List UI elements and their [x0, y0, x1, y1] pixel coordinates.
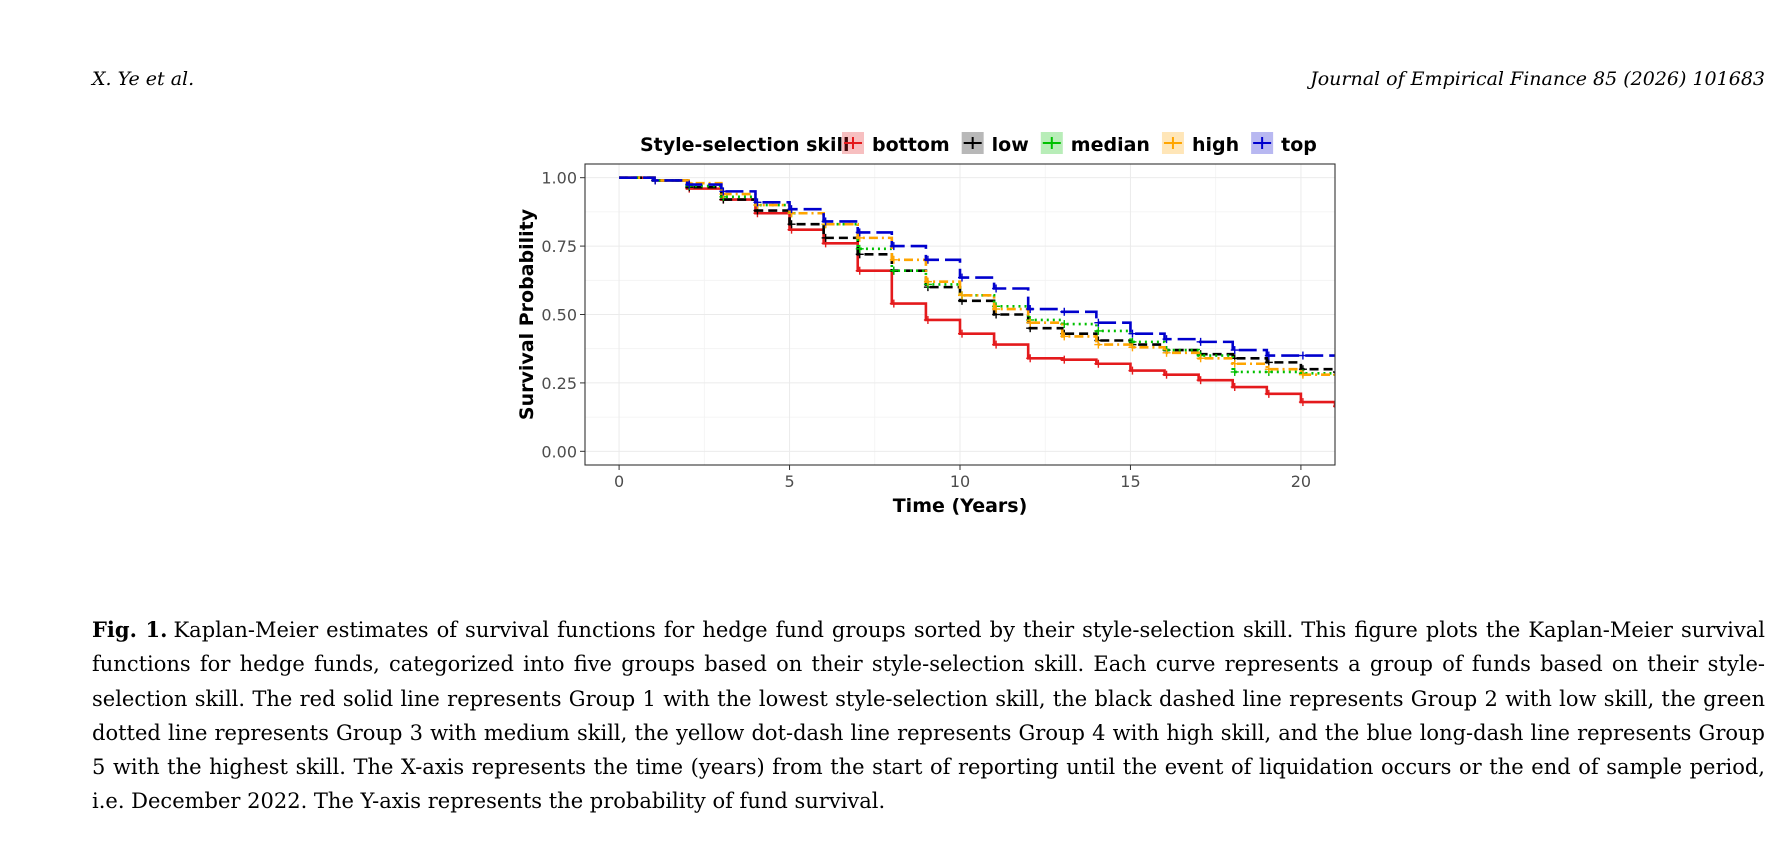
legend-title: Style-selection skill [640, 134, 850, 156]
x-tick-label: 15 [1120, 472, 1140, 491]
axes: 0 5 10 15 20 0.00 0.25 0.50 0.75 1.00 Time (Years)… [516, 169, 1311, 517]
caption-label: Fig. 1. [92, 617, 168, 642]
plot-area [584, 163, 1336, 466]
y-axis-title: Survival Probability [516, 208, 538, 420]
x-axis-title: Time (Years) [893, 495, 1028, 517]
x-tick-label: 20 [1291, 472, 1311, 491]
y-tick-label: 0.75 [541, 237, 577, 256]
legend-label-high: high [1192, 134, 1239, 156]
legend-label-median: median [1071, 134, 1150, 156]
x-tick-label: 10 [950, 472, 970, 491]
legend-label-low: low [992, 134, 1029, 156]
x-tick-label: 0 [614, 472, 624, 491]
y-tick-label: 0.50 [541, 306, 577, 325]
figure-1: Style-selection skill bottom low median high… [500, 130, 1360, 600]
y-tick-label: 0.00 [541, 442, 577, 461]
x-tick-label: 5 [784, 472, 794, 491]
y-tick-label: 0.25 [541, 374, 577, 393]
figure-caption: Fig. 1. Kaplan-Meier estimates of surviva… [92, 613, 1765, 819]
legend: Style-selection skill bottom low median high… [640, 132, 1317, 156]
running-head-authors: X. Ye et al. [92, 68, 195, 90]
curve-median [619, 176, 1335, 376]
caption-text: Kaplan-Meier estimates of survival funct… [92, 618, 1765, 814]
running-head-journal: Journal of Empirical Finance 85 (2026) 1… [1310, 68, 1765, 90]
y-tick-label: 1.00 [541, 169, 577, 188]
km-survival-chart: Style-selection skill bottom low median high… [516, 132, 1336, 517]
legend-label-top: top [1281, 134, 1317, 156]
curves [619, 176, 1335, 408]
legend-label-bottom: bottom [872, 134, 950, 156]
